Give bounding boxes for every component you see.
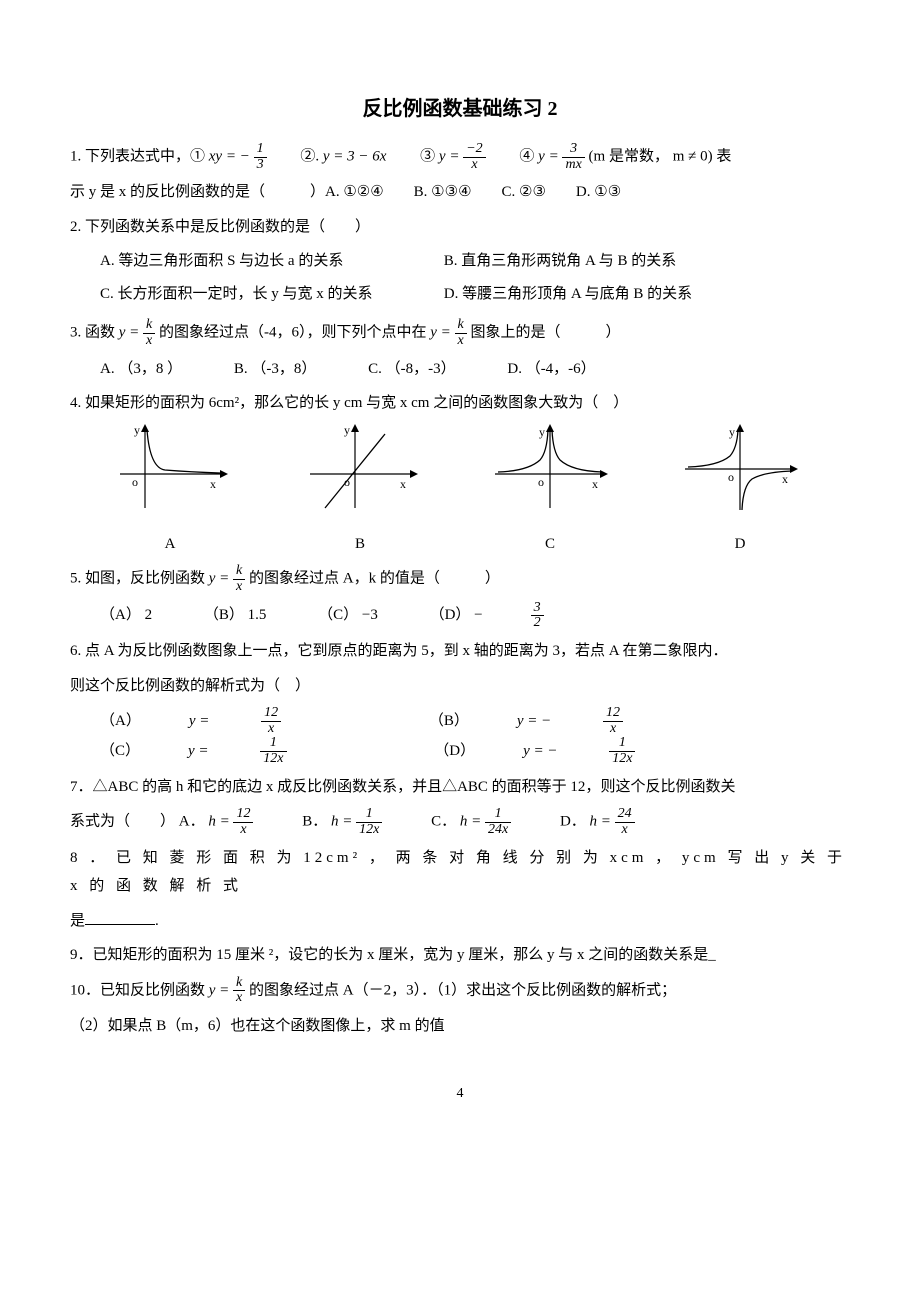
svg-text:o: o xyxy=(344,475,350,489)
svg-text:x: x xyxy=(210,477,216,491)
q1-eq3-lhs: y = xyxy=(439,149,460,165)
question-7-line1: 7．△ABC 的高 h 和它的底边 x 成反比例函数关系，并且△ABC 的面积等… xyxy=(70,773,850,802)
q5-opt-b: （B） 1.5 xyxy=(204,601,267,630)
q1-stem-e: 表 xyxy=(716,149,731,165)
q3-opt-c: C. （-8，-3） xyxy=(368,355,456,384)
question-6-line1: 6. 点 A 为反比例函数图象上一点，它到原点的距离为 5，到 x 轴的距离为 … xyxy=(70,637,850,666)
q5-opt-d: （D） −32 xyxy=(430,601,640,631)
page-number: 4 xyxy=(70,1081,850,1108)
q3-eq2-frac: kx xyxy=(455,318,467,348)
question-8-line1: 8 ． 已 知 菱 形 面 积 为 12cm² ， 两 条 对 角 线 分 别 … xyxy=(70,844,850,901)
q1-stem-b: ②. xyxy=(270,149,323,165)
q2-opt-a: A. 等边三角形面积 S 与边长 a 的关系 xyxy=(100,247,440,276)
page-title: 反比例函数基础练习 2 xyxy=(70,90,850,128)
svg-text:y: y xyxy=(134,424,140,437)
q6-options: （A） y = 12x （B） y = − 12x （C） y = 112x （… xyxy=(70,706,850,767)
q2-opt-c: C. 长方形面积一定时，长 y 与宽 x 的关系 xyxy=(100,280,440,309)
q3-b: 的图象经过点（-4，6），则下列个点中在 xyxy=(159,325,430,341)
q5-opt-c: （C） −3 xyxy=(318,601,378,630)
question-7-line2: 系式为（ ） A． h = 12x B． h = 112x C． h = 124… xyxy=(70,807,850,837)
question-2: 2. 下列函数关系中是反比例函数的是（ ） xyxy=(70,213,850,242)
plot-a-label: A xyxy=(110,530,230,559)
q5-opt-a: （A） 2 xyxy=(100,601,152,630)
q3-opt-b: B. （-3，8） xyxy=(234,355,317,384)
plot-b-label: B xyxy=(300,530,420,559)
q3-a: 3. 函数 xyxy=(70,325,119,341)
svg-text:o: o xyxy=(132,475,138,489)
svg-text:y: y xyxy=(539,425,545,439)
svg-text:y: y xyxy=(729,425,735,439)
question-1-line2: 示 y 是 x 的反比例函数的是（ ）A. ①②④ B. ①③④ C. ②③ D… xyxy=(70,178,850,207)
svg-text:o: o xyxy=(538,475,544,489)
q5-options: （A） 2 （B） 1.5 （C） −3 （D） −32 xyxy=(70,601,850,631)
plot-a: o x y A xyxy=(110,424,230,559)
q1-eq3-frac: −2x xyxy=(463,142,485,172)
q6-opt-b: （B） y = − 12x xyxy=(429,706,719,736)
q5-b: 的图象经过点 A，k 的值是（ ） xyxy=(249,571,500,587)
plot-d-label: D xyxy=(680,530,800,559)
question-5: 5. 如图，反比例函数 y = kx 的图象经过点 A，k 的值是（ ） xyxy=(70,564,850,594)
svg-text:x: x xyxy=(400,477,406,491)
q2-opt-d: D. 等腰三角形顶角 A 与底角 B 的关系 xyxy=(444,280,784,309)
q1-eq1-lhs: xy = − xyxy=(209,149,250,165)
q4-plots: o x y A o x y B o x y C xyxy=(70,424,850,559)
q1-eq4-cond: (m 是常数， m ≠ 0) xyxy=(589,149,713,165)
plot-d: o x y D xyxy=(680,424,800,559)
svg-text:o: o xyxy=(728,470,734,484)
plot-c-label: C xyxy=(490,530,610,559)
q3-eq1-frac: kx xyxy=(143,318,155,348)
q3-eq2-lhs: y = xyxy=(430,325,451,341)
q2-opt-b: B. 直角三角形两锐角 A 与 B 的关系 xyxy=(444,247,784,276)
q1-stem-c: ③ xyxy=(390,149,439,165)
q1-stem-d: ④ xyxy=(489,149,538,165)
q6-opt-c: （C） y = 112x xyxy=(100,736,383,766)
q1-eq4-lhs: y = xyxy=(538,149,559,165)
q3-eq1-lhs: y = xyxy=(119,325,140,341)
q5-eq-frac: kx xyxy=(233,564,245,594)
q6-opt-a: （A） y = 12x xyxy=(100,706,377,736)
question-8-line2: 是. xyxy=(70,907,850,936)
q3-opt-d: D. （-4，-6） xyxy=(507,355,595,384)
q3-options: A. （3，8 ） B. （-3，8） C. （-8，-3） D. （-4，-6… xyxy=(70,355,850,384)
question-1: 1. 下列表达式中，① xy = − 13 ②. y = 3 − 6x ③ y … xyxy=(70,142,850,172)
q1-eq1-frac: 13 xyxy=(254,142,267,172)
q3-opt-a: A. （3，8 ） xyxy=(100,355,182,384)
q3-c: 图象上的是（ ） xyxy=(471,325,621,341)
question-3: 3. 函数 y = kx 的图象经过点（-4，6），则下列个点中在 y = kx… xyxy=(70,318,850,348)
q1-eq4-frac: 3mx xyxy=(562,142,584,172)
q1-eq2: y = 3 − 6x xyxy=(323,149,387,165)
q1-stem-a: 1. 下列表达式中，① xyxy=(70,149,205,165)
question-10-part2: （2）如果点 B（m，6）也在这个函数图像上，求 m 的值 xyxy=(70,1012,850,1041)
svg-text:y: y xyxy=(344,424,350,437)
blank-field xyxy=(85,909,155,925)
plot-c: o x y C xyxy=(490,424,610,559)
q6-opt-d: （D） y = − 112x xyxy=(434,736,731,766)
plot-b: o x y B xyxy=(300,424,420,559)
q5-a: 5. 如图，反比例函数 xyxy=(70,571,209,587)
question-4: 4. 如果矩形的面积为 6cm²，那么它的长 y cm 与宽 x cm 之间的函… xyxy=(70,389,850,418)
svg-text:x: x xyxy=(592,477,598,491)
question-6-line2: 则这个反比例函数的解析式为（ ） xyxy=(70,672,850,701)
question-9: 9．已知矩形的面积为 15 厘米 ²，设它的长为 x 厘米，宽为 y 厘米，那么… xyxy=(70,941,850,970)
q2-options: A. 等边三角形面积 S 与边长 a 的关系 B. 直角三角形两锐角 A 与 B… xyxy=(70,247,850,312)
svg-text:x: x xyxy=(782,472,788,486)
question-10: 10．已知反比例函数 y = kx 的图象经过点 A（－2，3）．（1）求出这个… xyxy=(70,976,850,1006)
q5-eq-lhs: y = xyxy=(209,571,230,587)
